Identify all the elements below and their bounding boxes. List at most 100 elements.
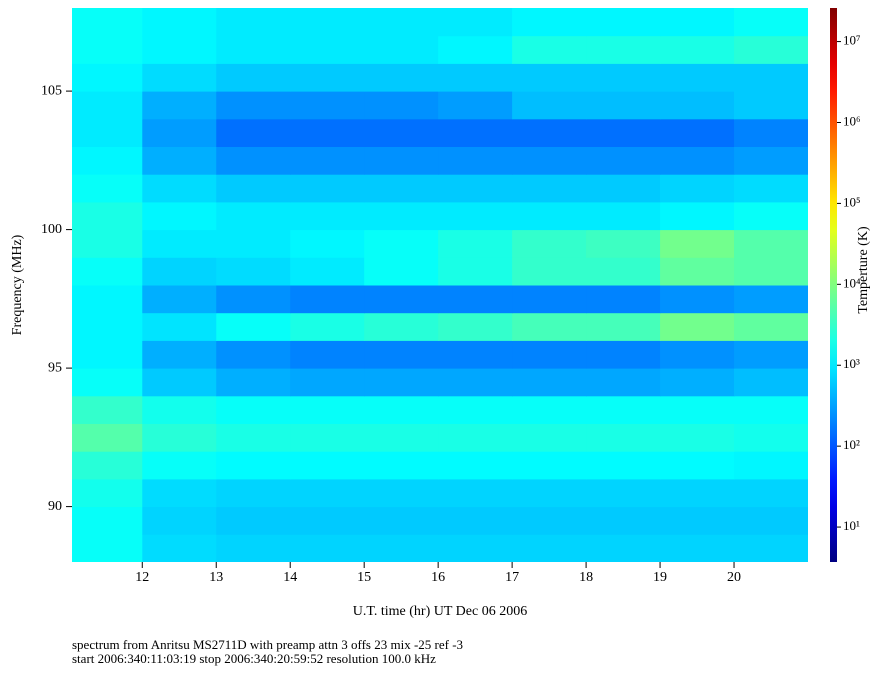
heat-cell bbox=[364, 340, 439, 369]
heat-cell bbox=[512, 63, 587, 92]
heat-cell bbox=[364, 423, 439, 452]
heat-cell bbox=[586, 368, 661, 397]
heat-cell bbox=[290, 118, 365, 147]
heat-cell bbox=[72, 257, 143, 286]
heat-cell bbox=[142, 118, 217, 147]
heat-cell bbox=[216, 285, 291, 314]
heat-cell bbox=[142, 201, 217, 231]
heat-cell bbox=[216, 201, 291, 231]
x-tick-label: 14 bbox=[283, 570, 297, 585]
heat-cell bbox=[216, 395, 291, 424]
heat-cell bbox=[586, 118, 661, 147]
heat-cell bbox=[512, 35, 587, 64]
heat-cell bbox=[142, 534, 217, 562]
heat-cell bbox=[660, 174, 735, 203]
heatmap bbox=[72, 8, 808, 562]
heat-cell bbox=[438, 257, 513, 286]
heat-cell bbox=[142, 257, 217, 286]
heat-cell bbox=[364, 451, 439, 480]
heat-cell bbox=[72, 285, 143, 314]
heat-cell bbox=[290, 312, 365, 341]
heat-cell bbox=[660, 312, 735, 341]
colorbar-tick-label: 10⁷ bbox=[843, 33, 861, 48]
heat-cell bbox=[734, 423, 808, 452]
heat-cell bbox=[660, 423, 735, 452]
heat-cell bbox=[660, 63, 735, 92]
heat-cell bbox=[364, 35, 439, 64]
heat-cell bbox=[734, 368, 808, 397]
heat-cell bbox=[72, 451, 143, 480]
heat-cell bbox=[216, 146, 291, 175]
x-tick-label: 16 bbox=[431, 570, 445, 585]
heat-cell bbox=[586, 201, 661, 231]
heat-cell bbox=[216, 312, 291, 341]
heat-cell bbox=[586, 174, 661, 203]
heat-cell bbox=[586, 534, 661, 562]
heat-cell bbox=[660, 257, 735, 286]
heat-cell bbox=[660, 368, 735, 397]
heat-cell bbox=[734, 174, 808, 203]
heat-cell bbox=[586, 146, 661, 175]
heat-cell bbox=[142, 312, 217, 341]
heat-cell bbox=[660, 534, 735, 562]
heat-cell bbox=[660, 285, 735, 314]
heat-cell bbox=[290, 35, 365, 64]
heat-cell bbox=[72, 340, 143, 369]
heat-cell bbox=[72, 35, 143, 64]
heat-cell bbox=[142, 395, 217, 424]
colorbar bbox=[830, 8, 837, 562]
heat-cell bbox=[438, 395, 513, 424]
heat-cell bbox=[438, 423, 513, 452]
heat-cell bbox=[438, 312, 513, 341]
heat-cell bbox=[72, 8, 143, 37]
heat-cell bbox=[512, 229, 587, 258]
heat-cell bbox=[364, 312, 439, 341]
footer-note: spectrum from Anritsu MS2711D with pream… bbox=[72, 637, 463, 652]
heat-cell bbox=[216, 451, 291, 480]
heat-cell bbox=[586, 312, 661, 341]
heat-cell bbox=[216, 91, 291, 120]
heat-cell bbox=[72, 423, 143, 452]
heat-cell bbox=[438, 146, 513, 175]
colorbar-tick-label: 10² bbox=[843, 437, 860, 452]
heat-cell bbox=[364, 118, 439, 147]
heat-cell bbox=[364, 8, 439, 37]
colorbar-tick-label: 10³ bbox=[843, 356, 860, 371]
heat-cell bbox=[72, 118, 143, 147]
heat-cell bbox=[512, 146, 587, 175]
heat-cell bbox=[586, 506, 661, 535]
heat-cell bbox=[216, 423, 291, 452]
heat-cell bbox=[438, 229, 513, 258]
y-tick-label: 105 bbox=[41, 83, 62, 98]
heat-cell bbox=[512, 423, 587, 452]
x-tick-label: 15 bbox=[357, 570, 371, 585]
heat-cell bbox=[72, 146, 143, 175]
heat-cell bbox=[216, 478, 291, 508]
heat-cell bbox=[586, 423, 661, 452]
heat-cell bbox=[586, 285, 661, 314]
heat-cell bbox=[438, 340, 513, 369]
heat-cell bbox=[512, 118, 587, 147]
heat-cell bbox=[734, 312, 808, 341]
heat-cell bbox=[364, 174, 439, 203]
heat-cell bbox=[660, 340, 735, 369]
heat-cell bbox=[586, 63, 661, 92]
heat-cell bbox=[290, 340, 365, 369]
x-tick-label: 12 bbox=[135, 570, 149, 585]
heat-cell bbox=[438, 91, 513, 120]
colorbar-tick-label: 10⁶ bbox=[843, 113, 861, 128]
heat-cell bbox=[216, 63, 291, 92]
heat-cell bbox=[438, 201, 513, 231]
heat-cell bbox=[586, 229, 661, 258]
heat-cell bbox=[734, 201, 808, 231]
heat-cell bbox=[142, 506, 217, 535]
heat-cell bbox=[364, 91, 439, 120]
heat-cell bbox=[734, 229, 808, 258]
y-tick-label: 100 bbox=[41, 222, 62, 237]
heat-cell bbox=[142, 423, 217, 452]
heat-cell bbox=[512, 340, 587, 369]
heat-cell bbox=[290, 63, 365, 92]
heat-cell bbox=[586, 395, 661, 424]
heat-cell bbox=[512, 451, 587, 480]
heat-cell bbox=[216, 534, 291, 562]
